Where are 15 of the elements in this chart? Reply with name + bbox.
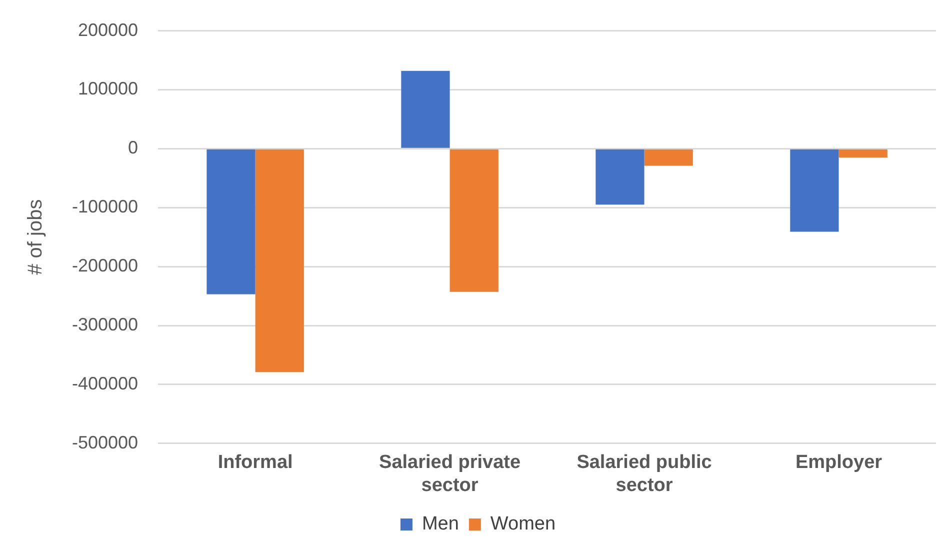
y-tick-label: 200000 [78,20,138,40]
x-tick-label: Salaried private sector [379,452,521,496]
y-tick-label: -100000 [72,196,138,217]
legend-label: Men [422,514,459,535]
y-tick-label: -400000 [72,373,138,394]
y-tick-label: 0 [128,138,138,158]
legend-label: Women [490,514,556,535]
y-tick-label: -300000 [72,314,138,334]
y-tick-label: -200000 [72,256,138,276]
y-axis-title: # of jobs [24,199,47,275]
y-tick-label: 100000 [78,78,138,99]
x-tick-label: Informal [218,452,293,474]
y-tick-label: -500000 [72,432,138,452]
x-tick-label: Employer [795,452,883,474]
x-tick-label: Salaried public sector [576,452,712,496]
